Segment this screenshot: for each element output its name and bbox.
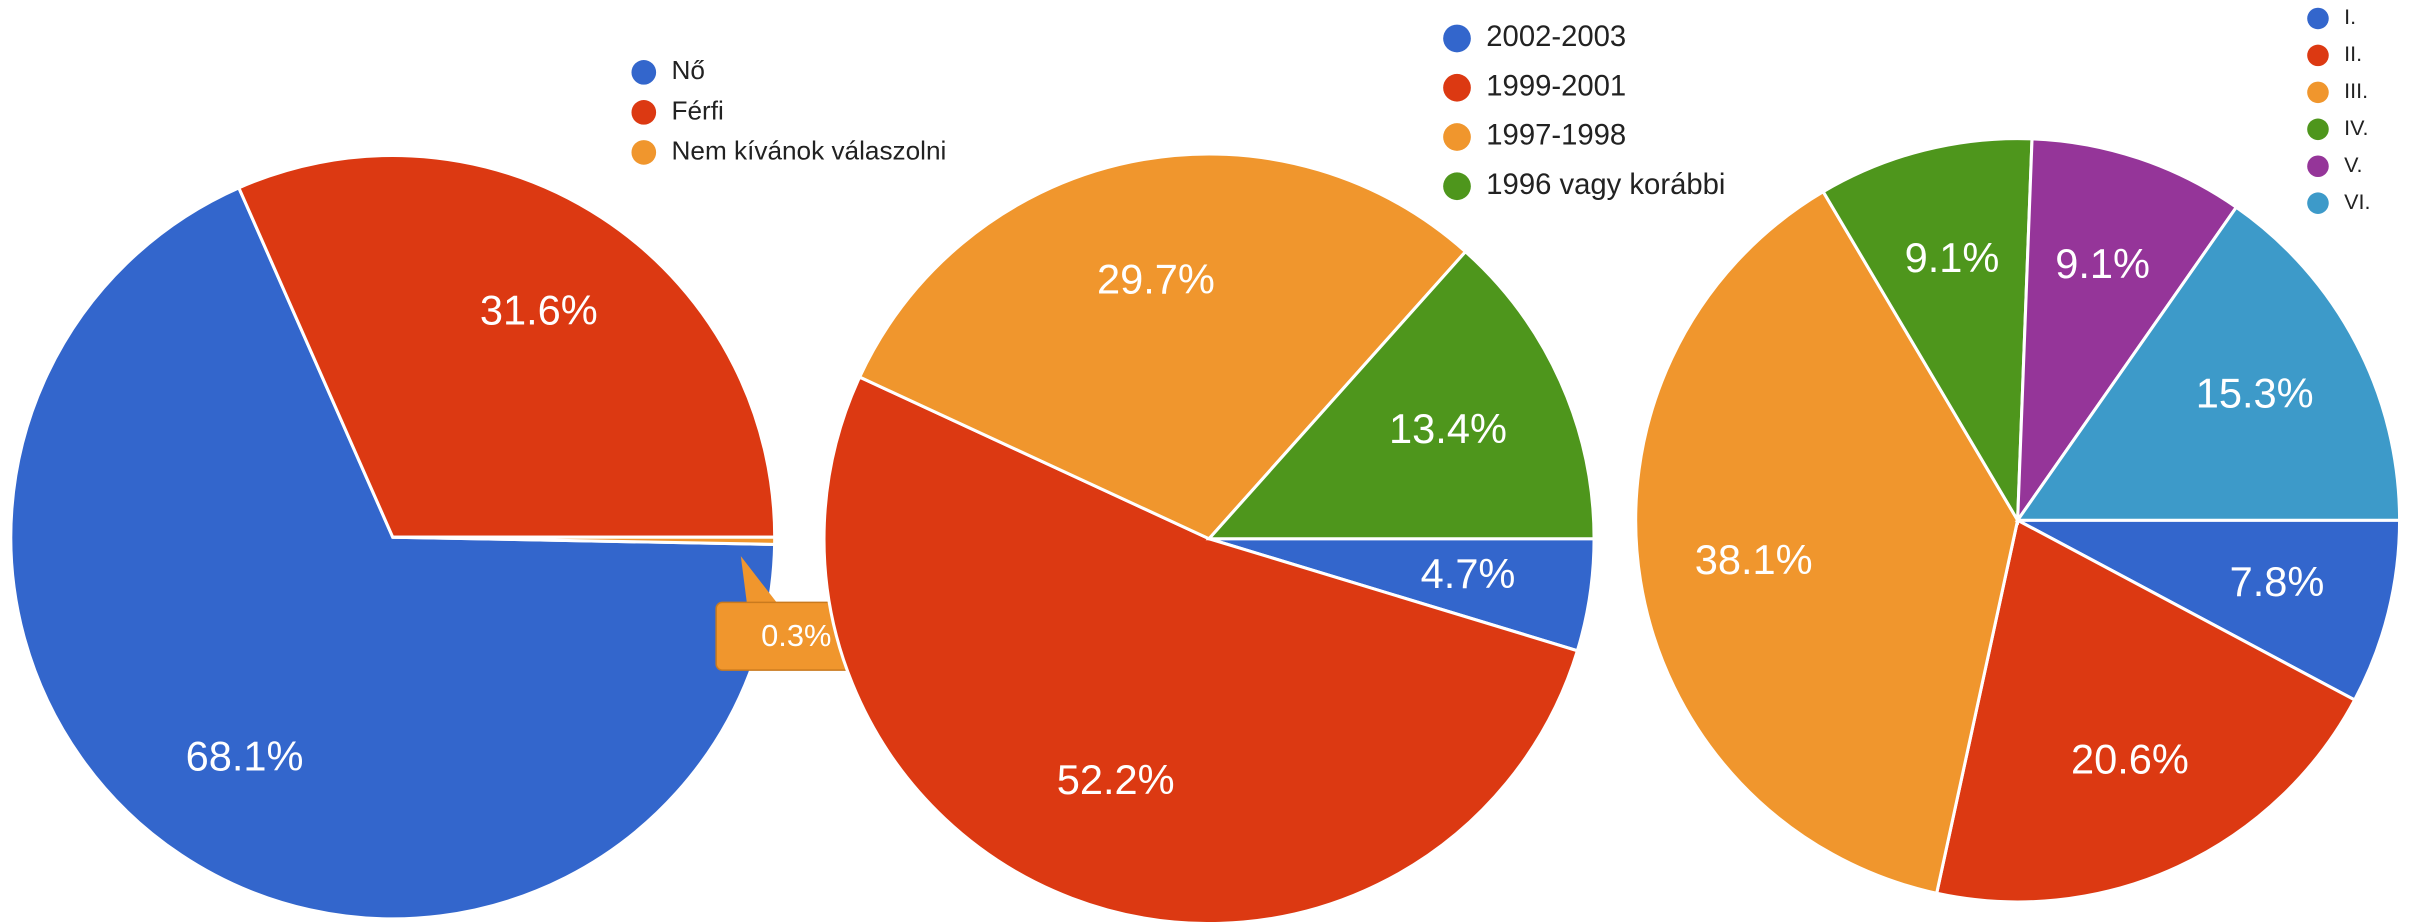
slice-label: 7.8% bbox=[2230, 558, 2325, 605]
pie-slice bbox=[2016, 518, 2402, 703]
pie-slice bbox=[1821, 136, 2034, 526]
legend-marker bbox=[2307, 81, 2329, 104]
pie-slice bbox=[236, 153, 777, 539]
slice-label: 4.7% bbox=[1421, 550, 1516, 597]
slice-label: 15.3% bbox=[2196, 370, 2314, 417]
pie-slice bbox=[2014, 205, 2402, 522]
pie-slice bbox=[9, 185, 777, 921]
slice-label: 31.6% bbox=[480, 286, 598, 333]
legend-label: II. bbox=[2344, 41, 2362, 66]
legend-label: 2002-2003 bbox=[1486, 21, 1626, 53]
legend-label: I. bbox=[2344, 4, 2356, 29]
pie-slice bbox=[392, 535, 777, 546]
legend-marker bbox=[2307, 118, 2329, 141]
pie-slice bbox=[1634, 189, 2020, 896]
legend-marker bbox=[631, 140, 657, 165]
legend-marker bbox=[2307, 192, 2329, 214]
legend-marker bbox=[631, 100, 657, 125]
pie-slice bbox=[822, 375, 1580, 922]
slice-label: 9.1% bbox=[1905, 234, 2000, 281]
legend-marker bbox=[631, 60, 657, 85]
legend-marker bbox=[2307, 7, 2329, 30]
legend-marker bbox=[1443, 24, 1471, 53]
legend-label: III. bbox=[2344, 78, 2368, 103]
slice-label: 29.7% bbox=[1097, 255, 1215, 302]
legend-label: 1996 vagy korábbi bbox=[1486, 169, 1725, 201]
legend-label: Nem kívánok válaszolni bbox=[672, 135, 947, 165]
slice-label: 9.1% bbox=[2055, 240, 2150, 287]
pie-slice bbox=[1934, 517, 2357, 904]
pie-slice bbox=[1205, 249, 1596, 541]
slice-label: 68.1% bbox=[186, 733, 304, 780]
callout-label: 0.3% bbox=[761, 618, 831, 653]
legend-label: Nő bbox=[672, 55, 705, 85]
legend-label: 1997-1998 bbox=[1486, 120, 1626, 152]
legend-label: VI. bbox=[2344, 189, 2370, 214]
legend-label: Férfi bbox=[672, 95, 724, 125]
legend-label: IV. bbox=[2344, 115, 2368, 140]
legend-label: V. bbox=[2344, 152, 2362, 177]
legend-marker bbox=[1443, 123, 1471, 151]
pie-slice bbox=[2015, 137, 2239, 526]
slice-label: 13.4% bbox=[1389, 405, 1507, 452]
legend-marker bbox=[1443, 172, 1471, 201]
legend-marker bbox=[2307, 155, 2329, 178]
legend-marker bbox=[1443, 73, 1471, 102]
pie-slice bbox=[857, 152, 1468, 541]
legend-marker bbox=[2307, 44, 2329, 67]
callout-pointer bbox=[740, 556, 778, 604]
slice-label: 38.1% bbox=[1695, 536, 1813, 583]
legend-label: 1999-2001 bbox=[1486, 70, 1626, 102]
slice-label: 20.6% bbox=[2071, 736, 2189, 783]
slice-label: 52.2% bbox=[1057, 756, 1175, 803]
